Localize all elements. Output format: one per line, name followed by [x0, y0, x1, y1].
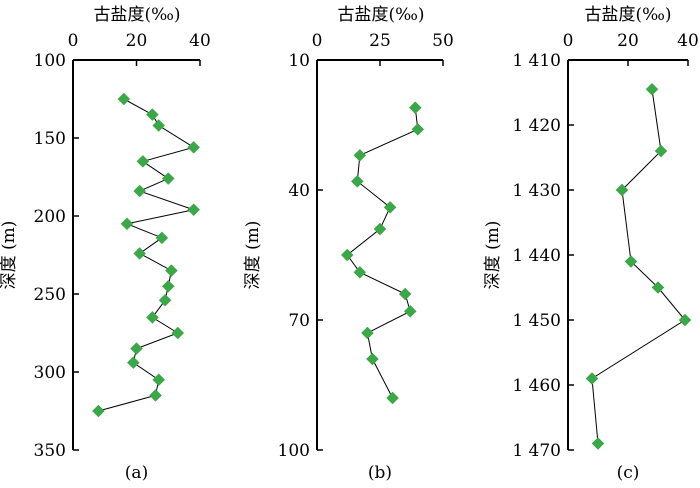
- data-point: [403, 304, 417, 318]
- x-tick-label: 40: [677, 31, 699, 51]
- series-line: [591, 89, 686, 444]
- data-point: [133, 184, 147, 198]
- data-point: [165, 264, 178, 277]
- data-point: [130, 342, 143, 355]
- panel-label: (a): [125, 463, 148, 483]
- panel-label: (c): [617, 463, 640, 483]
- data-point: [146, 311, 159, 324]
- y-tick-label: 1 460: [512, 376, 561, 396]
- data-point: [350, 174, 364, 188]
- data-point: [149, 389, 162, 402]
- data-point: [120, 217, 134, 231]
- y-tick-label: 70: [288, 311, 310, 331]
- y-tick-label: 10: [288, 51, 310, 71]
- data-point: [353, 265, 367, 279]
- data-point: [126, 356, 140, 369]
- x-tick-label: 25: [369, 31, 391, 51]
- x-tick-label: 20: [126, 31, 148, 51]
- data-point: [678, 313, 692, 327]
- x-tick-label: 50: [432, 31, 454, 51]
- y-tick-label: 300: [34, 363, 66, 383]
- panel-label: (b): [368, 463, 392, 483]
- data-point: [386, 391, 399, 405]
- x-tick-label: 0: [312, 31, 323, 51]
- data-point: [624, 255, 638, 268]
- data-point: [615, 183, 629, 197]
- y-tick-label: 100: [34, 51, 66, 71]
- data-point: [398, 287, 412, 301]
- y-tick-label: 100: [278, 441, 310, 461]
- data-point: [146, 108, 159, 121]
- y-tick-label: 200: [34, 207, 66, 227]
- y-axis-label: 深度 (m): [0, 221, 19, 290]
- data-point: [161, 279, 175, 293]
- data-point: [152, 373, 166, 387]
- y-tick-label: 1 470: [512, 441, 561, 461]
- y-tick-label: 1 410: [512, 51, 561, 71]
- data-point: [585, 372, 599, 385]
- data-point: [411, 122, 425, 136]
- x-tick-label: 0: [563, 31, 574, 51]
- x-tick-label: 0: [68, 31, 79, 51]
- y-tick-label: 250: [34, 285, 66, 305]
- x-tick-label: 40: [189, 31, 211, 51]
- y-tick-label: 150: [34, 129, 66, 149]
- panel-c: 古盐度(‰) 深度 (m) 0 20 40 1 410 1 420 1 430 1 440 1 4…: [483, 5, 699, 483]
- x-axis-label: 古盐度(‰): [337, 5, 424, 25]
- y-tick-label: 350: [34, 441, 66, 461]
- data-point: [645, 82, 659, 96]
- panel-b: 古盐度(‰) 深度 (m) 0 25 50 10 40 70 100 (b): [243, 5, 454, 483]
- data-point: [187, 141, 201, 154]
- data-point: [361, 326, 374, 340]
- data-point: [136, 155, 150, 168]
- data-point: [591, 437, 605, 450]
- data-point: [373, 222, 387, 236]
- y-tick-label: 1 440: [512, 246, 561, 266]
- data-point: [651, 281, 665, 294]
- y-tick-label: 1 420: [512, 116, 561, 136]
- data-point: [340, 248, 354, 262]
- data-point: [171, 326, 185, 340]
- data-point: [92, 404, 105, 418]
- y-axis-label: 深度 (m): [483, 221, 503, 290]
- data-point: [133, 247, 147, 260]
- panel-a: 古盐度(‰) 深度 (m) 0 20 40 100 150 200 250 300 350 (a): [0, 5, 211, 483]
- y-tick-label: 40: [288, 181, 310, 201]
- series-line: [98, 98, 196, 412]
- y-tick-label: 1 450: [512, 311, 561, 331]
- data-point: [654, 144, 668, 158]
- data-point: [366, 352, 379, 366]
- x-axis-label: 古盐度(‰): [93, 5, 180, 25]
- x-axis-label: 古盐度(‰): [584, 5, 671, 25]
- data-point: [353, 148, 367, 162]
- data-point: [117, 92, 131, 106]
- data-point: [408, 101, 422, 115]
- data-point: [187, 203, 201, 217]
- data-point: [158, 293, 172, 307]
- x-tick-label: 20: [617, 31, 639, 51]
- data-point: [155, 231, 169, 245]
- data-point: [152, 119, 166, 132]
- y-axis-label: 深度 (m): [243, 221, 263, 290]
- data-point: [383, 200, 397, 214]
- data-point: [161, 172, 175, 185]
- y-tick-label: 1 430: [512, 181, 561, 201]
